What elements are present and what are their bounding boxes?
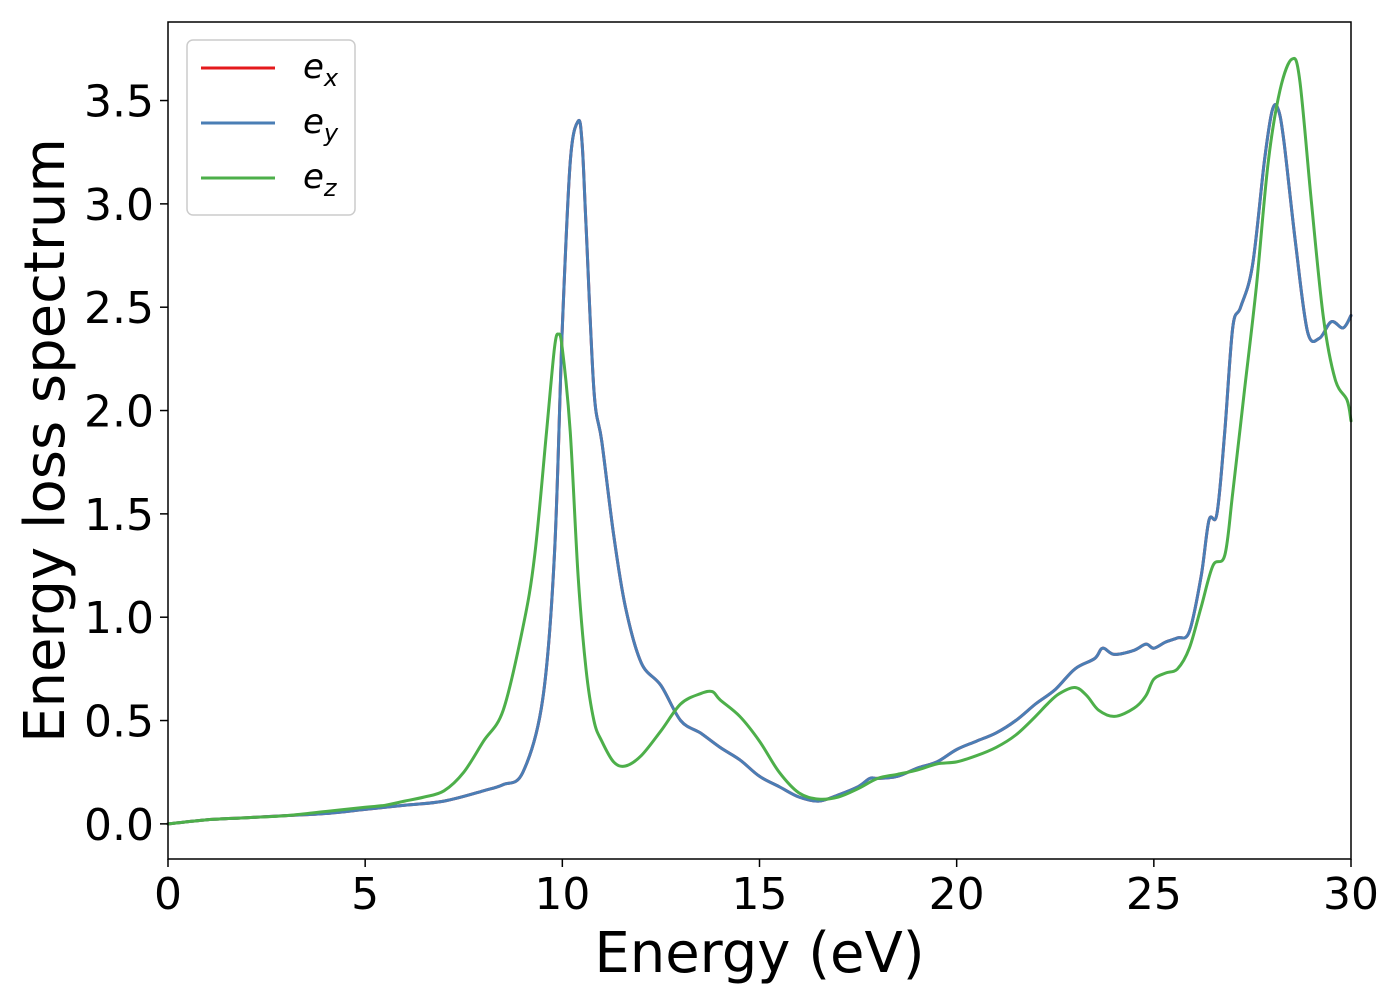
y-tick-label: 2.5 <box>84 283 154 334</box>
x-axis-label: Energy (eV) <box>594 921 924 986</box>
y-tick-label: 1.5 <box>84 490 154 541</box>
x-tick-label: 25 <box>1126 869 1182 920</box>
y-axis-ticks: 0.0 0.5 1.0 1.5 2.0 2.5 3.0 3.5 <box>84 77 168 851</box>
x-tick-label: 30 <box>1323 869 1379 920</box>
legend-label-y: ey <box>303 102 339 147</box>
legend-label-x: ex <box>303 47 339 92</box>
y-tick-label: 0.5 <box>84 697 154 748</box>
y-tick-label: 2.0 <box>84 387 154 438</box>
x-tick-label: 10 <box>534 869 590 920</box>
x-tick-label: 0 <box>154 869 182 920</box>
series-layer <box>166 56 1353 826</box>
legend-label-z: ez <box>303 157 338 202</box>
y-tick-label: 1.0 <box>84 593 154 644</box>
legend-box <box>186 39 356 216</box>
x-axis-ticks: 0 5 10 15 20 25 30 <box>154 859 1379 920</box>
x-tick-label: 5 <box>351 869 379 920</box>
y-tick-label: 3.0 <box>84 180 154 231</box>
y-tick-label: 3.5 <box>84 77 154 128</box>
y-tick-label: 0.0 <box>84 800 154 851</box>
x-tick-label: 15 <box>732 869 788 920</box>
series-line-z <box>166 56 1353 826</box>
legend: ex ey ez <box>186 39 356 216</box>
x-tick-label: 20 <box>929 869 985 920</box>
y-axis-label: Energy loss spectrum <box>13 138 78 743</box>
